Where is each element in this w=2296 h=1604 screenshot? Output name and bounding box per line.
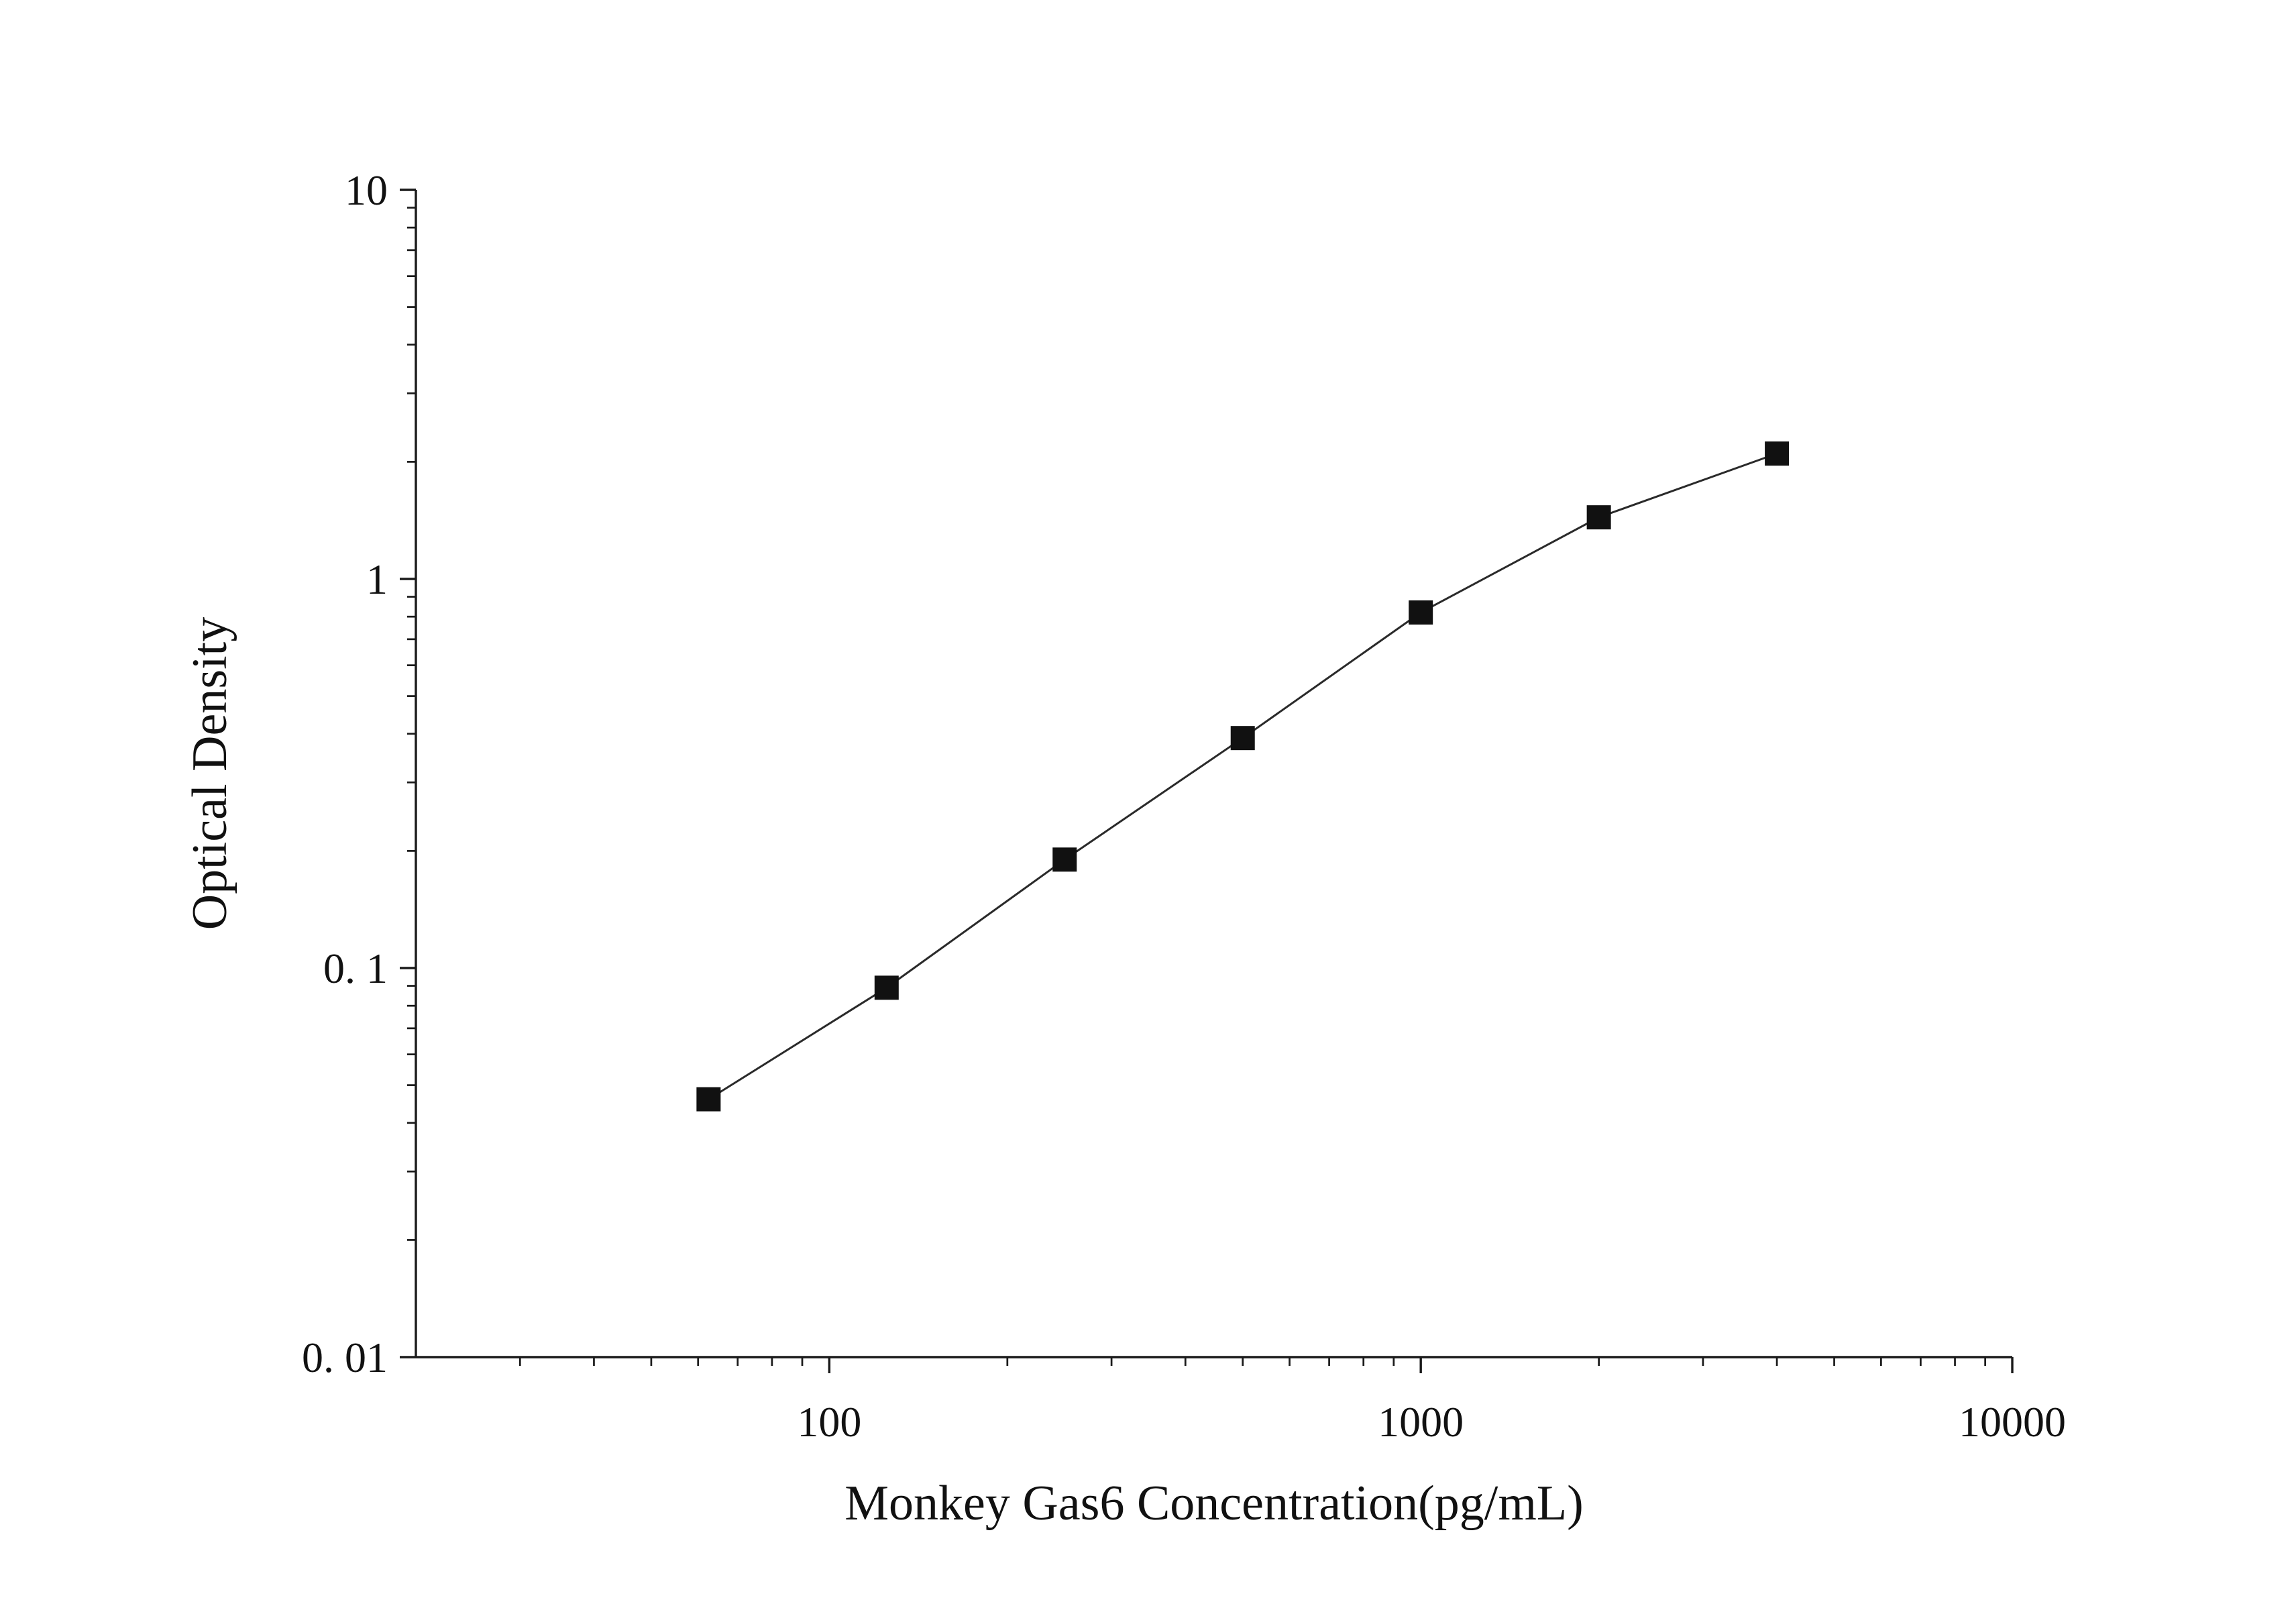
curve-line [708, 452, 1778, 1100]
data-point-marker [1409, 600, 1433, 625]
y-tick-label: 1 [366, 555, 388, 603]
data-point-marker [1052, 847, 1077, 872]
data-point-marker [1586, 505, 1611, 530]
data-point-marker [1230, 726, 1255, 751]
y-tick-label: 10 [345, 166, 388, 214]
plot-area: 100 1000 10000 0. 01 0. 1 1 10 [302, 166, 2066, 1446]
x-axis-title: Monkey Gas6 Concentration(pg/mL) [844, 1476, 1584, 1531]
data-point-marker [874, 975, 899, 1000]
data-point-marker [696, 1087, 721, 1112]
x-tick-label: 100 [797, 1398, 861, 1446]
x-tick-label: 1000 [1378, 1398, 1464, 1446]
x-tick-label: 10000 [1959, 1398, 2066, 1446]
y-tick-label: 0. 01 [302, 1334, 388, 1381]
data-point-marker [1765, 441, 1790, 466]
y-tick-label: 0. 1 [323, 945, 388, 992]
y-axis-title: Optical Density [182, 617, 237, 930]
